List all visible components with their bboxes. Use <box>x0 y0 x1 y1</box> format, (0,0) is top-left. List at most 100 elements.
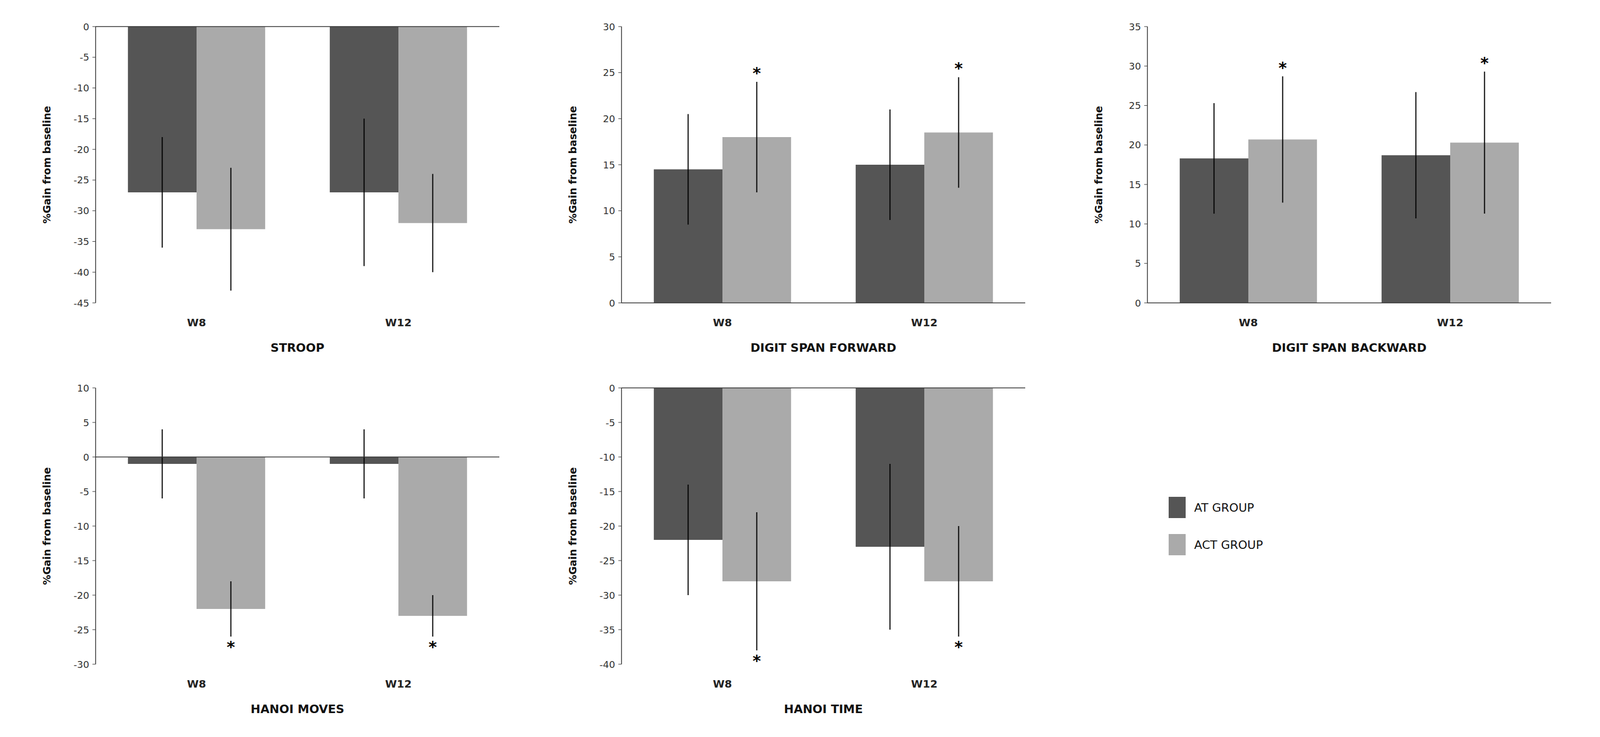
error-bar <box>958 77 960 188</box>
significance-marker: * <box>1278 58 1288 78</box>
error-bar <box>687 484 689 595</box>
error-bar <box>756 512 758 651</box>
y-tick <box>618 560 622 561</box>
marks <box>128 429 467 637</box>
bar <box>398 456 467 616</box>
zero-line <box>621 387 1026 389</box>
y-axis-line <box>95 26 97 303</box>
panel: 051015202530**W8W12DIGIT SPAN FORWARD%Ga… <box>566 21 1026 355</box>
background <box>0 0 1600 737</box>
y-tick <box>92 456 96 458</box>
y-tick-label: -40 <box>73 266 90 278</box>
y-tick-label: 10 <box>602 205 616 217</box>
y-tick-label: -20 <box>73 589 90 601</box>
y-axis-label: %Gain from baseline <box>566 466 579 585</box>
marks <box>1179 71 1519 303</box>
y-tick-label: -20 <box>599 520 616 532</box>
x-axis-label: HANOI TIME <box>784 702 864 716</box>
y-tick-label: 15 <box>1128 179 1142 191</box>
y-tick-label: -25 <box>599 555 616 567</box>
zero-line <box>621 302 1026 304</box>
error-bar <box>161 137 163 248</box>
y-tick <box>1144 144 1148 146</box>
y-tick-label: -10 <box>73 82 90 94</box>
y-tick-label: -25 <box>73 624 90 636</box>
legend-label: AT GROUP <box>1194 500 1255 515</box>
y-tick-label: -15 <box>599 486 616 498</box>
y-tick <box>92 271 96 273</box>
y-tick <box>1144 105 1148 106</box>
y-tick <box>1144 26 1148 28</box>
y-axis-label: %Gain from baseline <box>1092 105 1105 224</box>
legend-swatch <box>1168 496 1186 518</box>
y-tick <box>618 491 622 492</box>
y-tick-label: -30 <box>599 589 616 601</box>
y-tick-label: -30 <box>73 205 90 217</box>
y-tick-label: 0 <box>609 297 616 309</box>
y-tick <box>618 72 622 73</box>
y-tick <box>1144 184 1148 185</box>
y-tick-label: -20 <box>73 143 90 156</box>
y-tick <box>618 664 622 665</box>
error-bar <box>958 525 960 637</box>
y-tick <box>1144 302 1148 304</box>
y-axis-line <box>95 387 97 665</box>
y-tick <box>1144 65 1148 67</box>
error-bar <box>889 109 891 220</box>
y-tick <box>618 118 622 119</box>
y-tick <box>92 594 96 596</box>
y-tick-label: -45 <box>73 297 90 309</box>
y-tick <box>92 87 96 89</box>
y-tick <box>92 629 96 631</box>
y-tick-label: -10 <box>599 451 616 463</box>
significance-marker: * <box>226 637 236 657</box>
y-tick <box>92 422 96 423</box>
annotations: ** <box>752 58 964 83</box>
x-tick-label: W8 <box>712 677 733 691</box>
y-tick-label: 0 <box>1135 297 1142 309</box>
x-tick-label: W12 <box>1436 316 1464 329</box>
y-axis-line <box>620 26 623 303</box>
y-tick <box>92 241 96 242</box>
panel: 1050-5-10-15-20-25-30**W8W12HANOI MOVES%… <box>40 382 500 717</box>
y-tick-label: -25 <box>73 174 90 186</box>
y-tick <box>618 422 622 423</box>
error-bar <box>1484 71 1486 214</box>
y-axis-label: %Gain from baseline <box>40 105 53 224</box>
y-tick-label: -30 <box>73 658 90 670</box>
panel: 0-5-10-15-20-25-30-35-40-45W8W12STROOP%G… <box>40 21 500 355</box>
y-tick-label: 5 <box>83 416 90 429</box>
y-tick <box>1144 262 1148 264</box>
y-tick <box>92 179 96 181</box>
significance-marker: * <box>1480 53 1489 73</box>
significance-marker: * <box>954 58 964 78</box>
y-tick-label: -35 <box>73 235 90 248</box>
error-bar <box>363 429 365 499</box>
y-tick-label: 35 <box>1128 21 1142 33</box>
y-tick-label: 0 <box>83 21 90 33</box>
y-tick <box>92 26 96 28</box>
error-bar <box>756 81 758 193</box>
x-tick-label: W8 <box>712 316 733 329</box>
x-tick-label: W8 <box>186 316 207 329</box>
x-tick-label: W8 <box>1238 316 1258 329</box>
y-tick <box>92 210 96 211</box>
y-axis-label: %Gain from baseline <box>566 105 579 224</box>
y-tick <box>618 26 622 28</box>
x-axis-label: STROOP <box>270 341 325 355</box>
panel: 05101520253035**W8W12DIGIT SPAN BACKWARD… <box>1092 21 1552 355</box>
significance-marker: * <box>954 637 964 657</box>
marks <box>128 26 467 291</box>
significance-marker: * <box>752 651 762 670</box>
zero-line <box>1147 302 1552 304</box>
y-tick <box>618 302 622 304</box>
annotations: ** <box>226 637 438 657</box>
x-tick-label: W12 <box>385 316 412 329</box>
y-tick-label: 0 <box>609 382 616 394</box>
y-tick <box>92 491 96 492</box>
y-tick <box>618 456 622 458</box>
legend: AT GROUPACT GROUP <box>1168 496 1263 556</box>
y-tick <box>92 664 96 665</box>
y-tick-label: 30 <box>1128 60 1142 72</box>
error-bar <box>1282 76 1284 203</box>
